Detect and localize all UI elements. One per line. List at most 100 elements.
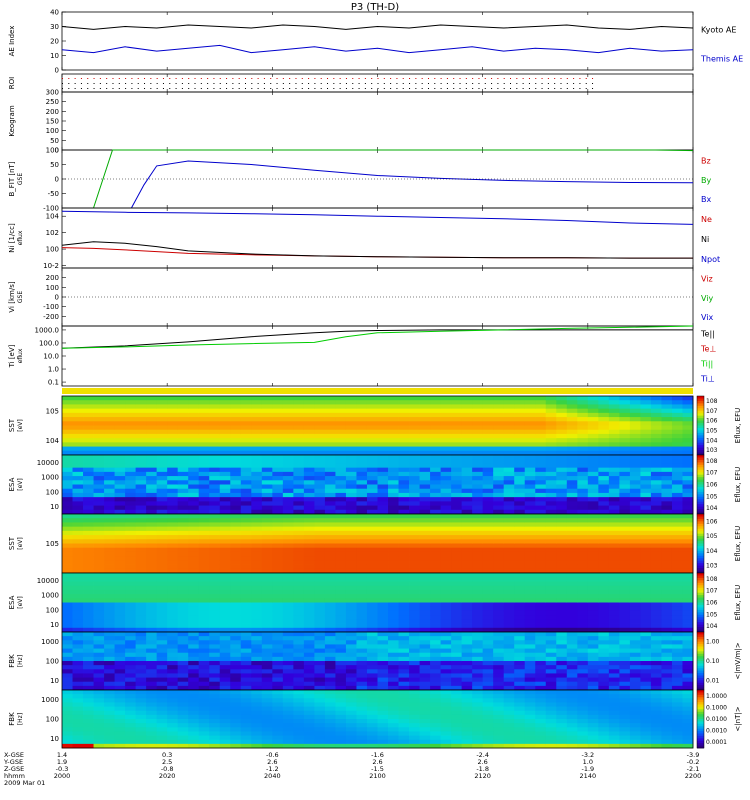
heat-cell (608, 408, 620, 414)
heat-cell (566, 455, 578, 460)
heat-cell (209, 556, 221, 561)
heat-cell (251, 442, 263, 447)
heat-cell (577, 644, 589, 649)
panel-ysub: [eV] (17, 419, 24, 431)
heat-cell (493, 602, 505, 608)
heat-cell (156, 514, 168, 519)
heat-cell (282, 450, 294, 456)
heat-cell (198, 551, 210, 557)
heat-cell (461, 560, 473, 565)
roi-dot (320, 78, 322, 79)
heat-cell (93, 731, 105, 736)
heat-cell (535, 476, 547, 481)
heat-cell (72, 509, 84, 515)
heat-cell (261, 573, 273, 578)
heat-cell (629, 522, 641, 528)
heat-cell (556, 665, 568, 670)
heat-cell (230, 530, 242, 536)
heat-cell (230, 685, 242, 691)
heat-cell (514, 417, 526, 422)
heat-cell (104, 396, 115, 401)
roi-dot (503, 83, 505, 84)
heat-cell (682, 488, 694, 494)
heat-cell (671, 652, 683, 658)
heat-cell (293, 652, 305, 658)
heat-cell (345, 514, 357, 519)
heat-cell (535, 623, 547, 629)
heat-cell (83, 669, 94, 674)
roi-dot (491, 83, 493, 84)
heat-cell (440, 602, 452, 608)
roi-dot (276, 83, 278, 84)
heat-cell (293, 606, 305, 612)
heat-cell (566, 459, 578, 464)
heat-cell (135, 484, 147, 490)
heat-cell (177, 606, 189, 612)
heat-cell (524, 636, 536, 641)
heat-cell (524, 677, 536, 683)
heat-cell (545, 429, 557, 435)
heat-cell (430, 681, 441, 687)
heat-cell (577, 577, 589, 582)
heat-cell (482, 551, 494, 557)
heat-cell (93, 636, 105, 641)
heat-cell (545, 518, 557, 523)
heat-cell (114, 585, 126, 591)
heat-cell (608, 505, 620, 511)
heat-cell (146, 396, 158, 401)
heat-cell (430, 589, 441, 595)
heat-cell (93, 698, 105, 703)
heat-cell (167, 463, 179, 469)
heat-cell (409, 585, 420, 591)
heat-cell (366, 619, 378, 624)
heat-cell (640, 581, 652, 587)
heat-cell (209, 396, 221, 401)
heat-cell (440, 547, 452, 553)
heat-cell (556, 535, 568, 540)
colorbar-cell (697, 467, 704, 471)
heat-cell (209, 446, 221, 452)
heat-cell (366, 685, 378, 691)
heat-cell (682, 417, 694, 422)
heat-cell (682, 429, 694, 435)
heat-cell (209, 543, 221, 549)
heat-cell (619, 421, 631, 426)
heat-cell (125, 514, 137, 519)
heat-cell (272, 543, 284, 549)
heat-cell (219, 530, 231, 536)
heat-cell (682, 677, 694, 683)
heat-cell (587, 627, 599, 633)
heat-cell (146, 619, 158, 624)
heat-cell (472, 677, 484, 683)
heat-cell (209, 585, 221, 591)
heat-cell (409, 560, 420, 565)
heat-cell (356, 547, 368, 553)
heat-cell (461, 656, 473, 662)
heat-cell (451, 476, 463, 481)
heat-cell (93, 471, 105, 477)
heat-cell (514, 438, 526, 443)
heat-cell (177, 539, 189, 544)
heat-cell (388, 623, 399, 629)
heat-cell (261, 463, 273, 469)
heat-cell (493, 488, 505, 494)
heat-cell (388, 665, 399, 670)
heat-cell (409, 598, 420, 603)
heat-cell (240, 488, 252, 494)
heat-cell (366, 648, 378, 654)
heat-cell (356, 602, 368, 608)
heat-cell (619, 400, 631, 405)
heat-cell (282, 585, 294, 591)
heat-cell (640, 632, 652, 637)
heat-cell (398, 619, 410, 624)
heat-cell (493, 455, 505, 460)
heat-cell (430, 568, 441, 574)
heat-cell (356, 484, 368, 490)
heat-cell (230, 467, 242, 473)
heat-cell (598, 429, 610, 435)
heat-cell (62, 438, 73, 443)
heat-cell (356, 577, 368, 582)
heat-cell (472, 681, 484, 687)
heat-cell (366, 547, 378, 553)
